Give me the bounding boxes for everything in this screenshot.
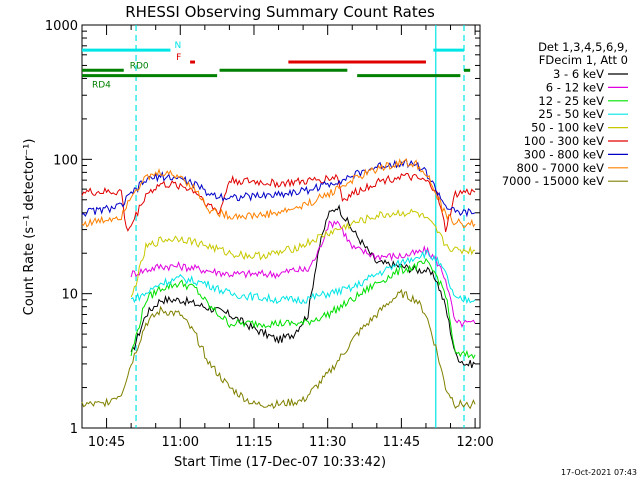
x-tick-label: 11:30	[309, 435, 346, 450]
flag-label-rd4: RD4	[92, 81, 111, 91]
series-line	[130, 220, 476, 328]
series-line	[81, 288, 476, 410]
plot-area: 1 10 100 1000 10:45 11:00 11:15 11:30 11:45 12:00…	[45, 19, 494, 450]
legend-label: 7000 - 15000 keV	[502, 174, 604, 188]
x-tick-label: 11:00	[162, 435, 199, 450]
series-line	[130, 257, 476, 360]
y-tick-label: 1	[70, 422, 78, 437]
series-line	[130, 208, 476, 298]
legend-header: Det 1,3,4,5,6,9, FDecim 1, Att 0	[538, 40, 628, 67]
series-line	[130, 204, 476, 369]
y-tick-label: 10	[61, 288, 78, 303]
y-tick-label: 1000	[45, 19, 78, 34]
legend-header-line-2: FDecim 1, Att 0	[539, 53, 628, 67]
legend-label: 100 - 300 keV	[524, 134, 604, 148]
timestamp: 17-Oct-2021 07:43	[561, 468, 637, 477]
series-line	[81, 158, 476, 218]
chart-title: RHESSI Observing Summary Count Rates	[125, 3, 435, 21]
flag-label-n: N	[174, 41, 181, 51]
y-axis-label: Count Rate (s⁻¹ detector⁻¹)	[22, 139, 37, 316]
legend-label: 300 - 800 keV	[524, 147, 604, 161]
x-axis-label: Start Time (17-Dec-07 10:33:42)	[174, 455, 386, 470]
x-tick-label: 10:45	[88, 435, 125, 450]
y-tick-label: 100	[53, 153, 78, 168]
x-tick-label: 11:45	[383, 435, 420, 450]
flag-label-rd0: RD0	[130, 61, 149, 71]
legend-label: 3 - 6 keV	[553, 67, 604, 81]
series-line	[81, 157, 476, 229]
x-tick-label: 12:00	[456, 435, 493, 450]
plot-frame	[81, 24, 481, 429]
flag-label-f: F	[176, 53, 181, 63]
legend-header-line-1: Det 1,3,4,5,6,9,	[538, 40, 628, 54]
legend-label: 12 - 25 keV	[538, 94, 604, 108]
legend-label: 800 - 7000 keV	[516, 161, 604, 175]
legend-label: 6 - 12 keV	[546, 80, 604, 94]
series-line	[81, 172, 476, 233]
legend-label: 25 - 50 keV	[538, 107, 604, 121]
series-line	[130, 249, 476, 305]
legend-label: 50 - 100 keV	[531, 121, 604, 135]
x-tick-label: 11:15	[235, 435, 272, 450]
